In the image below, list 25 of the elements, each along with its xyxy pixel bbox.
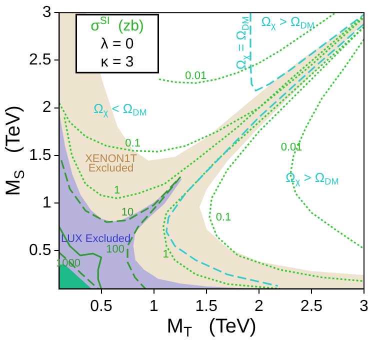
y-tick-label: 1 xyxy=(42,194,52,212)
x-tick-label: 1 xyxy=(149,298,158,315)
y-tick-label: 2 xyxy=(42,99,52,116)
annotation: 0.1 xyxy=(125,138,140,150)
annotation: 10 xyxy=(121,206,134,218)
x-tick-label: 2.5 xyxy=(300,298,323,315)
annotation: 100 xyxy=(106,243,124,256)
annotation: λ = 0 xyxy=(100,36,134,53)
y-tick-label: 1.5 xyxy=(28,146,52,164)
y-tick-label: 3 xyxy=(42,4,52,22)
annotation: κ = 3 xyxy=(100,54,134,71)
annotation: Ωχ = ΩDM xyxy=(234,16,251,70)
annotation: Excluded xyxy=(88,162,134,175)
annotation: 0.01 xyxy=(280,141,302,154)
x-tick-label: 1.5 xyxy=(195,298,218,315)
annotation: 0.1 xyxy=(216,211,232,224)
annotation: 1 xyxy=(162,248,169,260)
y-axis-title: MS (TeV) xyxy=(2,105,27,196)
x-tick-label: 0.5 xyxy=(90,298,112,315)
y-tick-label: 0.5 xyxy=(28,242,52,260)
x-tick-label: 3 xyxy=(360,298,369,315)
annotation: 1 xyxy=(114,184,120,196)
y-tick-label: 2.5 xyxy=(28,52,52,69)
annotation: 0.01 xyxy=(185,70,207,82)
x-tick-label: 2 xyxy=(254,298,264,315)
